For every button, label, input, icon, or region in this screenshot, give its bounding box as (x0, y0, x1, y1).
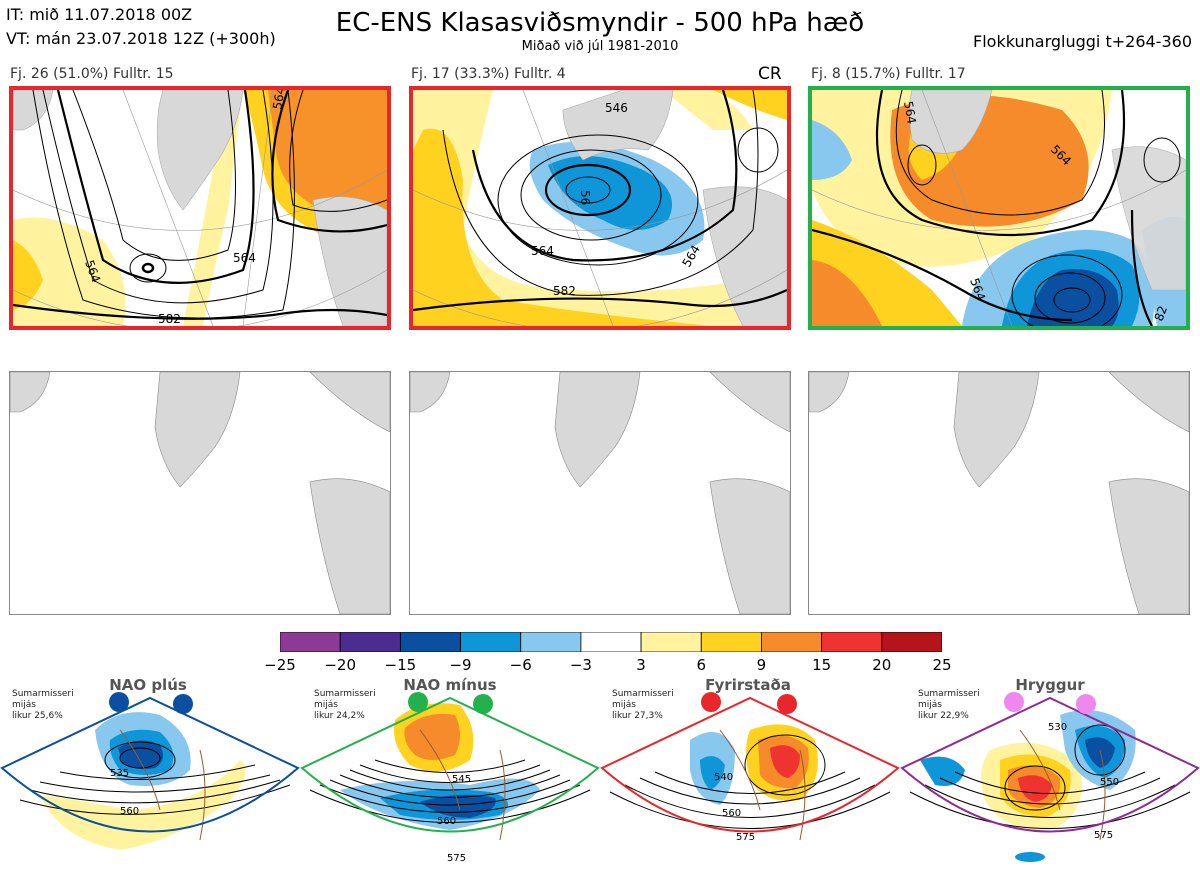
regime-meta-nao-plus: Sumarmisseri mijás likur 25,6% (12, 689, 74, 722)
regime-contour-label: 575 (736, 832, 755, 843)
empty-map-1 (9, 371, 391, 615)
cluster-2-label: Fj. 17 (33.3%) Fulltr. 4 (411, 66, 566, 82)
regime-contour-label: 560 (120, 806, 139, 817)
regime-probability: likur 25,6% (12, 711, 63, 721)
regime-meta-blocking: Sumarmisseri mijás likur 27,3% (612, 689, 674, 722)
colorbar-segment (700, 631, 762, 653)
contour-label: 564 (270, 90, 288, 111)
cluster-3-label: Fj. 8 (15.7%) Fulltr. 17 (811, 66, 966, 82)
regime-season: Sumarmisseri (612, 689, 674, 699)
cluster-3-map: 564 564 564 82 (808, 86, 1190, 330)
regime-ridge: 530 550 575 (900, 696, 1200, 862)
colorbar-segment (520, 631, 582, 653)
regime-meta-ridge: Sumarmisseri mijás likur 22,9% (918, 689, 980, 722)
regime-contour-label: 560 (437, 816, 456, 827)
colorbar-segment (761, 631, 823, 653)
regime-title-ridge: Hryggur (1015, 676, 1085, 694)
contour-label: 564 (531, 244, 554, 258)
colorbar-segment (821, 631, 883, 653)
regime-marker-nao-minus-1 (408, 692, 428, 712)
cluster-2-tag: CR (758, 64, 782, 84)
regime-contour-label: 545 (452, 774, 471, 785)
regime-blocking: 540 560 575 (600, 696, 900, 843)
regime-period: mijás (612, 700, 636, 710)
regime-season: Sumarmisseri (314, 689, 376, 699)
contour-label: 564 (233, 251, 256, 265)
colorbar-segment (399, 631, 461, 653)
classification-window: Flokkunargluggi t+264-360 (973, 32, 1192, 51)
cluster-1-map: 564 564 564 582 (9, 86, 391, 330)
regime-nao-minus: 545 560 575 (300, 696, 600, 864)
colorbar-tick-label: −9 (449, 656, 472, 674)
regime-period: mijás (918, 700, 942, 710)
regime-meta-nao-minus: Sumarmisseri mijás likur 24,2% (314, 689, 376, 722)
colorbar-tick-label: 25 (932, 656, 952, 674)
empty-map-3 (808, 371, 1190, 615)
colorbar-segment (460, 631, 522, 653)
contour-label: 546 (605, 101, 628, 115)
page-title: EC-ENS Klasasviðsmyndir - 500 hPa hæð (335, 8, 865, 38)
colorbar-tick-label: 6 (696, 656, 707, 674)
colorbar-segment (279, 631, 341, 653)
colorbar-tick-label: 15 (812, 656, 832, 674)
regime-marker-ridge-1 (1004, 692, 1024, 712)
regime-title-nao-plus: NAO plús (109, 676, 187, 694)
regime-period: mijás (314, 700, 338, 710)
colorbar-tick-label: −6 (509, 656, 532, 674)
regime-probability: likur 24,2% (314, 711, 365, 721)
contour-label: 564 (901, 100, 919, 125)
regime-contour-label: 575 (1094, 830, 1113, 841)
page-subtitle: Miðað við júl 1981-2010 (521, 39, 679, 54)
colorbar-tick-label: −15 (384, 656, 417, 674)
regime-probability: likur 22,9% (918, 711, 969, 721)
colorbar-segment (640, 631, 702, 653)
regime-probability: likur 27,3% (612, 711, 663, 721)
contour-label: 582 (158, 312, 181, 326)
regime-contour-label: 540 (714, 772, 733, 783)
regime-contour-label: 550 (1100, 777, 1119, 788)
colorbar-segment (881, 631, 943, 653)
contour-label: 56 (578, 190, 592, 205)
regime-contour-label: 530 (1048, 722, 1067, 733)
colorbar-tick-label: 20 (872, 656, 892, 674)
regime-nao-plus: 535 560 (0, 696, 300, 850)
regime-marker-blocking-1 (701, 692, 721, 712)
issue-time: IT: mið 11.07.2018 00Z (6, 5, 193, 24)
regime-season: Sumarmisseri (918, 689, 980, 699)
regime-marker-blocking-2 (777, 694, 797, 714)
regime-title-blocking: Fyrirstaða (705, 676, 791, 694)
colorbar-segment (580, 631, 642, 653)
colorbar-tick-label: −20 (324, 656, 356, 674)
colorbar-tick-label: −3 (569, 656, 592, 674)
regime-marker-nao-plus-2 (173, 694, 193, 714)
colorbar-tick-label: −25 (264, 656, 296, 674)
regime-marker-nao-plus-1 (109, 692, 129, 712)
cluster-2-map: 546 56 564 582 564 (409, 86, 791, 330)
colorbar-tick-label: 9 (756, 656, 767, 674)
regime-period: mijás (12, 700, 36, 710)
colorbar-tick-label: 3 (636, 656, 646, 674)
regime-contour-label: 535 (110, 768, 129, 779)
empty-map-2 (409, 371, 791, 615)
contour-label: 82 (1152, 304, 1170, 323)
cluster-1-label: Fj. 26 (51.0%) Fulltr. 15 (10, 66, 174, 82)
regime-contour-label: 560 (722, 808, 741, 819)
colorbar-segment (339, 631, 401, 653)
regime-marker-ridge-2 (1076, 694, 1096, 714)
regime-season: Sumarmisseri (12, 689, 74, 699)
colorbar (279, 631, 943, 653)
contour-label: 582 (553, 284, 576, 298)
regime-marker-nao-minus-2 (473, 694, 493, 714)
regimes-row: 535 560 545 560 575 (0, 690, 1200, 871)
regime-title-nao-minus: NAO mínus (403, 676, 497, 694)
valid-time: VT: mán 23.07.2018 12Z (+300h) (6, 29, 276, 48)
regime-contour-label: 575 (447, 853, 466, 864)
